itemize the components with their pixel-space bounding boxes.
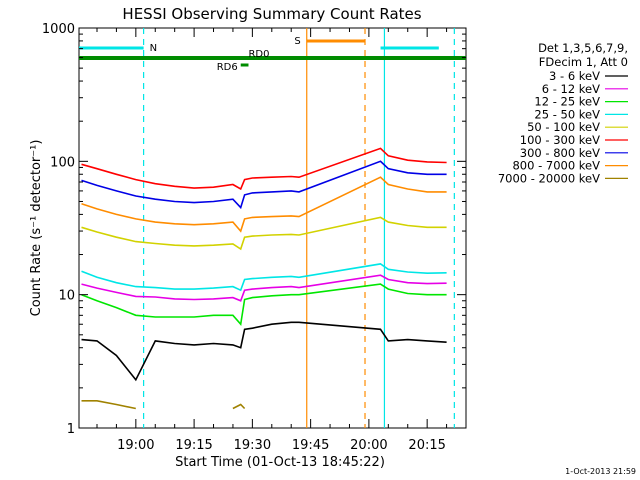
legend-entry-label: 300 - 800 keV: [520, 146, 600, 160]
legend-entry-label: 7000 - 20000 keV: [498, 171, 600, 185]
x-tick-label: 19:15: [175, 438, 212, 453]
legend-entry-label: 100 - 300 keV: [520, 133, 600, 147]
y-tick-label: 1000: [42, 22, 75, 37]
series-3: [81, 263, 447, 292]
series-6: [81, 160, 447, 210]
plot-frame: [78, 27, 467, 429]
plot-layer: N S RD0 RD6: [79, 28, 466, 428]
series-7: [81, 176, 447, 233]
series-line: [81, 274, 447, 302]
y-tick-label: 1: [67, 422, 75, 437]
x-tick-label: 19:45: [292, 438, 329, 453]
x-tick-label: 19:00: [117, 438, 154, 453]
y-tick-label: 100: [50, 155, 75, 170]
series-line: [81, 216, 447, 251]
series-line: [81, 321, 447, 382]
series-4: [81, 216, 447, 251]
legend-entry-label: 12 - 25 keV: [534, 95, 600, 109]
series-line: [81, 147, 447, 191]
x-tick-label: 20:15: [408, 438, 445, 453]
legend-entry-label: 6 - 12 keV: [542, 82, 600, 96]
series-1: [81, 274, 447, 302]
flag-label-rd6: RD6: [217, 62, 238, 73]
series-2: [81, 283, 447, 327]
series-line: [81, 176, 447, 233]
axes-layer: 1 10 100 1000 19:00 19:15 19:30 19:45 20:00 20:15: [42, 22, 467, 453]
chart-title: HESSI Observing Summary Count Rates: [122, 5, 421, 23]
footer-timestamp: 1-Oct-2013 21:59: [565, 467, 636, 476]
x-tick-label: 19:30: [234, 438, 271, 453]
legend-entry-label: 3 - 6 keV: [549, 69, 600, 83]
flag-label-rd0: RD0: [248, 49, 269, 60]
series-0: [81, 321, 447, 382]
legend-entry-label: 50 - 100 keV: [527, 120, 600, 134]
legend-entry-label: 800 - 7000 keV: [512, 159, 600, 173]
flag-label-n: N: [150, 43, 157, 54]
legend-header-line-2: FDecim 1, Att 0: [539, 55, 628, 69]
legend-header-line-1: Det 1,3,5,6,7,9,: [538, 41, 628, 55]
x-axis-label: Start Time (01-Oct-13 18:45:22): [175, 455, 385, 470]
y-tick-label: 10: [58, 289, 75, 304]
x-tick-label: 20:00: [350, 438, 387, 453]
legend-entry-label: 25 - 50 keV: [534, 107, 600, 121]
flag-label-s: S: [294, 36, 300, 47]
series-8: [81, 399, 246, 410]
series-line: [232, 403, 246, 410]
series-line: [81, 263, 447, 292]
legend: Det 1,3,5,6,7,9, FDecim 1, Att 0 3 - 6 k…: [498, 41, 628, 185]
series-line: [81, 399, 136, 410]
series-line: [81, 160, 447, 210]
series-5: [81, 147, 447, 191]
series-line: [81, 283, 447, 327]
y-axis-label: Count Rate (s⁻¹ detector⁻¹): [29, 140, 44, 317]
